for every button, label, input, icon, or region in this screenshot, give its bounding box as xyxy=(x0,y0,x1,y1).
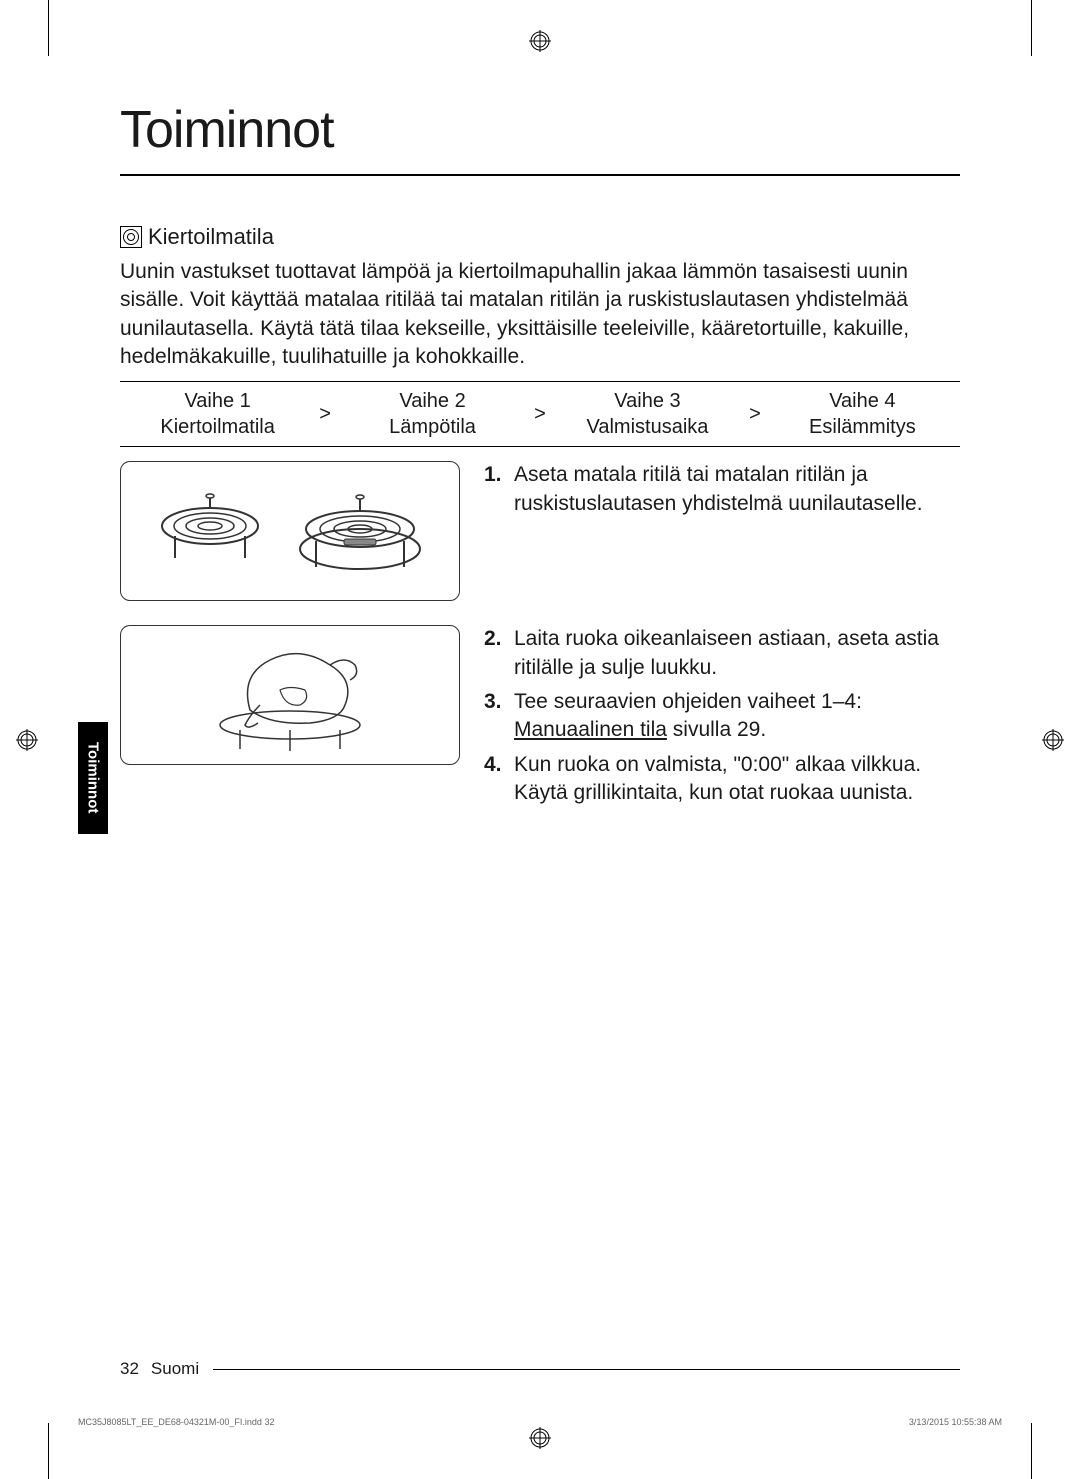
registration-mark-icon xyxy=(1042,729,1064,751)
chicken-illustration xyxy=(120,625,460,765)
instruction-text: 2. Laita ruoka oikeanlaiseen astiaan, as… xyxy=(484,625,960,813)
step-separator: > xyxy=(315,403,335,426)
list-text: Kun ruoka on valmista, "0:00" alkaa vilk… xyxy=(514,751,960,808)
step-line1: Vaihe 4 xyxy=(765,388,960,414)
registration-mark-icon xyxy=(16,729,38,751)
registration-mark-icon xyxy=(529,30,551,52)
list-number: 3. xyxy=(484,688,504,745)
instruction-row: 2. Laita ruoka oikeanlaiseen astiaan, as… xyxy=(120,625,960,813)
list-text: Tee seuraavien ohjeiden vaiheet 1–4: Man… xyxy=(514,688,960,745)
list-number: 2. xyxy=(484,625,504,682)
list-item: 4. Kun ruoka on valmista, "0:00" alkaa v… xyxy=(484,751,960,808)
list-item: 1. Aseta matala ritilä tai matalan ritil… xyxy=(484,461,960,518)
registration-mark-icon xyxy=(529,1427,551,1449)
step-separator: > xyxy=(530,403,550,426)
list-item: 3. Tee seuraavien ohjeiden vaiheet 1–4: … xyxy=(484,688,960,745)
list-text: Aseta matala ritilä tai matalan ritilän … xyxy=(514,461,960,518)
print-meta-filename: MC35J8085LT_EE_DE68-04321M-00_FI.indd 32 xyxy=(78,1417,274,1427)
intro-paragraph: Uunin vastukset tuottavat lämpöä ja kier… xyxy=(120,258,960,371)
steps-header: Vaihe 1 Kiertoilmatila > Vaihe 2 Lämpöti… xyxy=(120,381,960,447)
step-line2: Lämpötila xyxy=(335,414,530,440)
list-number: 4. xyxy=(484,751,504,808)
page-content: Toiminnot Kiertoilmatila Uunin vastukset… xyxy=(120,100,960,1379)
instruction-text: 1. Aseta matala ritilä tai matalan ritil… xyxy=(484,461,960,601)
crop-mark xyxy=(1031,1423,1032,1479)
print-meta-timestamp: 3/13/2015 10:55:38 AM xyxy=(909,1417,1002,1427)
page-number: 32 xyxy=(120,1359,139,1379)
instruction-row: 1. Aseta matala ritilä tai matalan ritil… xyxy=(120,461,960,601)
crop-mark xyxy=(48,1423,49,1479)
rack-illustration xyxy=(120,461,460,601)
page-title: Toiminnot xyxy=(120,100,960,160)
crop-mark xyxy=(1031,0,1032,56)
list-text-after: sivulla 29. xyxy=(667,718,766,741)
step-line1: Vaihe 2 xyxy=(335,388,530,414)
section-heading: Kiertoilmatila xyxy=(120,224,960,250)
low-rack-icon xyxy=(150,486,270,576)
rack-with-tray-icon xyxy=(290,481,430,581)
title-rule xyxy=(120,174,960,176)
cross-ref-link[interactable]: Manuaalinen tila xyxy=(514,718,667,741)
list-item: 2. Laita ruoka oikeanlaiseen astiaan, as… xyxy=(484,625,960,682)
page-footer: 32 Suomi xyxy=(120,1359,960,1379)
section-heading-text: Kiertoilmatila xyxy=(148,224,274,250)
step-separator: > xyxy=(745,403,765,426)
step-line2: Esilämmitys xyxy=(765,414,960,440)
step-line1: Vaihe 1 xyxy=(120,388,315,414)
step-line2: Valmistusaika xyxy=(550,414,745,440)
step-col: Vaihe 3 Valmistusaika xyxy=(550,388,745,440)
step-col: Vaihe 1 Kiertoilmatila xyxy=(120,388,315,440)
convection-icon xyxy=(120,226,142,248)
footer-lang: Suomi xyxy=(151,1359,199,1379)
crop-mark xyxy=(48,0,49,56)
chicken-on-rack-icon xyxy=(190,635,390,755)
list-text-before: Tee seuraavien ohjeiden vaiheet 1–4: xyxy=(514,690,862,713)
step-line1: Vaihe 3 xyxy=(550,388,745,414)
footer-rule xyxy=(213,1369,960,1370)
step-line2: Kiertoilmatila xyxy=(120,414,315,440)
step-col: Vaihe 2 Lämpötila xyxy=(335,388,530,440)
list-text: Laita ruoka oikeanlaiseen astiaan, aseta… xyxy=(514,625,960,682)
list-number: 1. xyxy=(484,461,504,518)
side-tab: Toiminnot xyxy=(78,722,108,834)
step-col: Vaihe 4 Esilämmitys xyxy=(765,388,960,440)
